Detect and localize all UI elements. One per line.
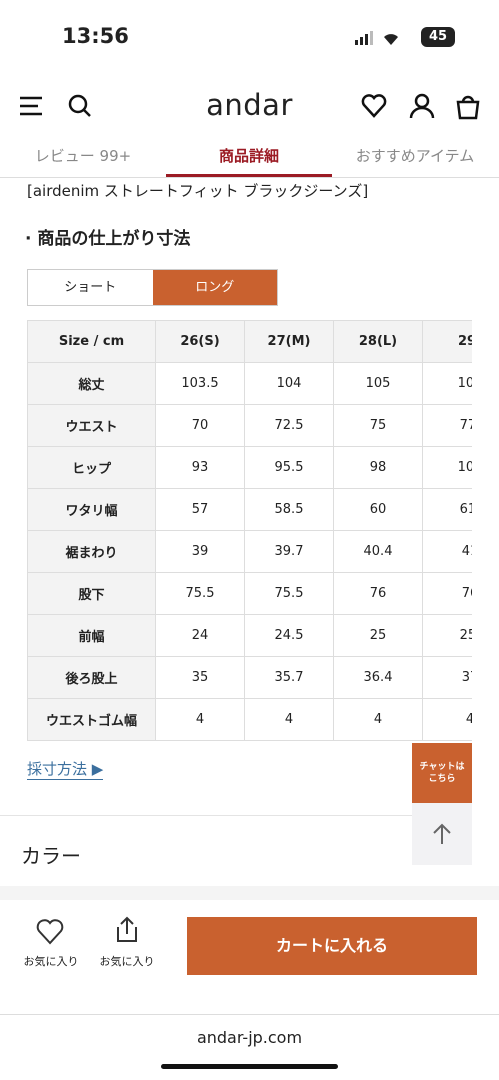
cell: 4 — [244, 698, 334, 741]
toggle-option[interactable]: ショート — [64, 280, 117, 295]
divider — [0, 177, 499, 178]
favorite-label[interactable]: お気に入り — [23, 955, 79, 968]
battery: 45 — [421, 27, 455, 47]
divider — [0, 815, 412, 816]
cell: 77. — [422, 404, 472, 447]
cell: 4 — [422, 698, 472, 741]
cell: 35.7 — [244, 656, 334, 699]
row-label: 前幅 — [27, 614, 156, 657]
cell: 76 — [422, 572, 472, 615]
row-label: 裾まわり — [27, 530, 156, 573]
cell: 60 — [333, 488, 423, 531]
cell: 100 — [422, 446, 472, 489]
cell: 25. — [422, 614, 472, 657]
divider — [0, 886, 499, 900]
cell: 4 — [155, 698, 245, 741]
cell: 37 — [422, 656, 472, 699]
cell: 103.5 — [155, 362, 245, 405]
cell: 39.7 — [244, 530, 334, 573]
cell: 25 — [333, 614, 423, 657]
cell: 75.5 — [244, 572, 334, 615]
color-section[interactable]: カラー — [21, 844, 81, 868]
cell: 24 — [155, 614, 245, 657]
row-label: ウエスト — [27, 404, 156, 447]
cell: 24.5 — [244, 614, 334, 657]
tab-active[interactable]: 商品詳細 — [218, 147, 279, 165]
cell: 58.5 — [244, 488, 334, 531]
logo[interactable]: andar — [206, 88, 293, 122]
cell: 105 — [422, 362, 472, 405]
share-label[interactable]: お気に入り — [99, 955, 155, 968]
cell: 75 — [333, 404, 423, 447]
cell: 95.5 — [244, 446, 334, 489]
home-indicator — [161, 1064, 338, 1069]
chat-label: チャットは — [419, 762, 465, 772]
cell: 93 — [155, 446, 245, 489]
header-cell: 29( — [422, 320, 472, 363]
row-label: 後ろ股上 — [27, 656, 156, 699]
scroll-top[interactable] — [412, 803, 472, 865]
cell: 41 — [422, 530, 472, 573]
measure-link[interactable]: 採寸方法 ▶ — [27, 760, 104, 780]
product-name: [airdenim ストレートフィット ブラックジーンズ] — [27, 182, 369, 200]
size-toggle: ショート ロング — [27, 269, 278, 306]
chat-label: こちら — [428, 774, 456, 784]
cell: 72.5 — [244, 404, 334, 447]
cell: 76 — [333, 572, 423, 615]
status-icons — [355, 31, 398, 45]
bottom-icons — [36, 916, 137, 945]
cell: 39 — [155, 530, 245, 573]
cell: 104 — [244, 362, 334, 405]
tab[interactable]: おすすめアイテム — [355, 147, 475, 165]
url-bar: andar-jp.com — [196, 1028, 303, 1047]
status-time: 13:56 — [62, 24, 129, 48]
row-label: ヒップ — [27, 446, 156, 489]
header-cell: Size / cm — [27, 320, 156, 363]
tab-indicator — [166, 174, 332, 177]
toggle-option-active[interactable]: ロング — [152, 270, 277, 305]
cell: 35 — [155, 656, 245, 699]
cell: 4 — [333, 698, 423, 741]
row-label: ウエストゴム幅 — [27, 698, 156, 741]
section-title: · 商品の仕上がり寸法 — [25, 229, 191, 249]
cell: 61. — [422, 488, 472, 531]
cart-button[interactable]: カートに入れる — [187, 917, 477, 975]
header-right-icons — [361, 93, 480, 120]
cell: 105 — [333, 362, 423, 405]
header-cell: 27(M) — [244, 320, 334, 363]
size-table-wrap: Size / cm26(S)27(M)28(L)29(総丈103.5104105… — [27, 320, 472, 741]
header-cell: 26(S) — [155, 320, 245, 363]
cell: 98 — [333, 446, 423, 489]
header-left-icons — [20, 94, 91, 117]
row-label: 総丈 — [27, 362, 156, 405]
size-table: Size / cm26(S)27(M)28(L)29(総丈103.5104105… — [27, 320, 472, 741]
cell: 40.4 — [333, 530, 423, 573]
divider — [0, 1014, 499, 1015]
cell: 70 — [155, 404, 245, 447]
row-label: ワタリ幅 — [27, 488, 156, 531]
table-row: ウエストゴム幅4444 — [27, 698, 472, 741]
header-cell: 28(L) — [333, 320, 423, 363]
chat-button[interactable]: チャットは こちら — [412, 743, 472, 803]
tab[interactable]: レビュー 99+ — [34, 147, 132, 165]
cell: 75.5 — [155, 572, 245, 615]
cell: 57 — [155, 488, 245, 531]
row-label: 股下 — [27, 572, 156, 615]
cell: 36.4 — [333, 656, 423, 699]
